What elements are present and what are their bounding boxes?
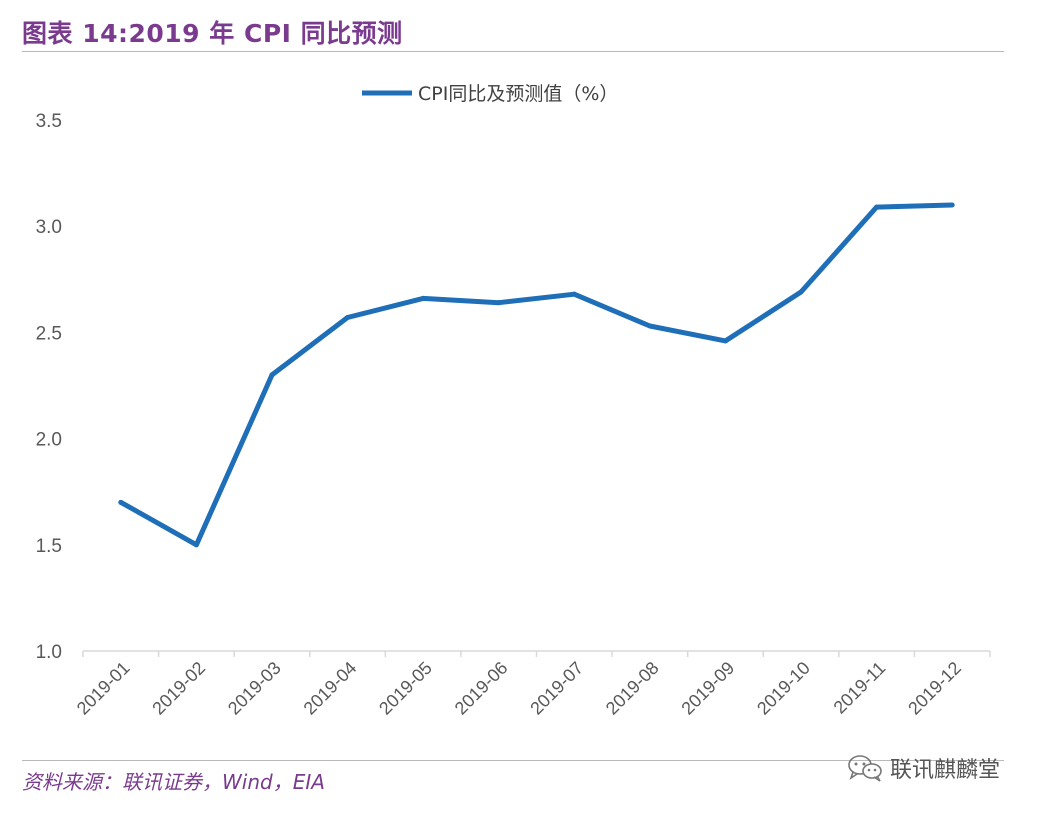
x-tick-label: 2019-10 — [753, 658, 814, 719]
title-divider — [22, 51, 1004, 52]
x-tick-label: 2019-09 — [677, 658, 738, 719]
x-tick-label: 2019-12 — [904, 658, 965, 719]
data-point — [269, 372, 275, 378]
y-tick-label: 1.0 — [36, 642, 62, 663]
x-tick-label: 2019-06 — [451, 658, 512, 719]
x-tick-label: 2019-07 — [526, 658, 587, 719]
watermark-text: 联讯麒麟堂 — [890, 758, 1001, 783]
source-divider — [22, 760, 1004, 761]
series-group — [118, 202, 955, 548]
x-axis-ticks: 2019-01 2019-02 2019-03 2019-04 2019-05 2019-… — [73, 651, 991, 719]
x-tick-label: 2019-01 — [73, 658, 134, 719]
data-point — [874, 204, 880, 210]
data-point — [193, 542, 199, 548]
data-point — [571, 291, 577, 297]
data-point — [420, 295, 426, 301]
x-tick-label: 2019-04 — [300, 658, 361, 719]
watermark: 联讯麒麟堂 — [846, 752, 1000, 784]
y-tick-label: 3.0 — [36, 217, 62, 238]
x-tick-label: 2019-03 — [224, 658, 285, 719]
x-tick-label: 2019-05 — [375, 658, 436, 719]
data-point — [118, 499, 124, 505]
data-point — [949, 202, 955, 208]
source-note: 资料来源：联讯证券，Wind，EIA — [22, 770, 325, 794]
cpi-line-chart: CPI同比及预测值（%） 1.01.52.02.53.03.5 2019-01 2… — [36, 83, 991, 719]
y-tick-label: 3.5 — [36, 111, 62, 132]
data-point — [345, 315, 351, 321]
x-tick-label: 2019-02 — [148, 658, 209, 719]
data-point — [496, 300, 502, 306]
y-tick-label: 2.0 — [36, 430, 62, 451]
series-line-cpi — [119, 202, 953, 548]
y-tick-label: 1.5 — [36, 536, 62, 557]
y-axis-ticks: 1.0 1.5 2.0 2.5 3.0 3.5 — [36, 111, 62, 663]
figure-title: 图表 14:2019 年 CPI 同比预测 — [22, 19, 403, 48]
chart-legend: CPI同比及预测值（%） — [362, 83, 618, 105]
legend-label: CPI同比及预测值（%） — [418, 83, 618, 105]
x-tick-label: 2019-08 — [602, 658, 663, 719]
data-point — [722, 338, 728, 344]
data-point — [798, 289, 804, 295]
x-tick-label: 2019-11 — [830, 658, 890, 718]
data-point — [647, 323, 653, 329]
wechat-icon — [848, 755, 882, 782]
y-tick-label: 2.5 — [36, 323, 62, 344]
